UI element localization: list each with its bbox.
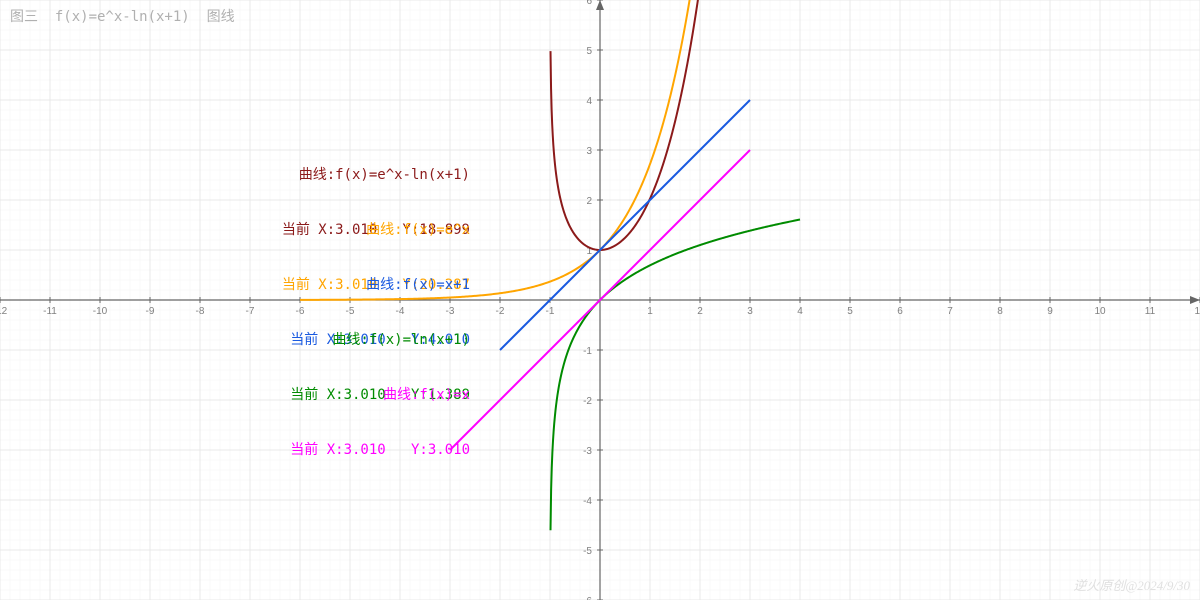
svg-text:-8: -8 — [196, 306, 205, 317]
svg-text:-7: -7 — [246, 306, 255, 317]
svg-text:-4: -4 — [583, 496, 592, 507]
svg-text:8: 8 — [997, 306, 1003, 317]
svg-text:11: 11 — [1145, 306, 1156, 317]
svg-text:12: 12 — [1194, 306, 1200, 317]
plot-svg: -12-11-10-9-8-7-6-5-4-3-2-11234567891011… — [0, 0, 1200, 600]
svg-text:3: 3 — [747, 306, 753, 317]
legend-magenta-line1: 曲线:f(x)=x — [290, 386, 470, 404]
legend-magenta: 曲线:f(x)=x 当前 X:3.010 Y:3.010 — [290, 350, 470, 496]
svg-text:10: 10 — [1094, 306, 1106, 317]
svg-text:9: 9 — [1047, 306, 1053, 317]
svg-text:6: 6 — [897, 306, 903, 317]
watermark: 逆火原创@2024/9/30 — [1073, 575, 1190, 594]
legend-green-line1: 曲线:f(x)=ln(x+1) — [290, 331, 470, 349]
svg-text:7: 7 — [947, 306, 953, 317]
svg-text:-12: -12 — [0, 306, 8, 317]
svg-text:-6: -6 — [583, 596, 592, 600]
svg-text:-1: -1 — [546, 306, 555, 317]
svg-text:-9: -9 — [146, 306, 155, 317]
legend-blue-line1: 曲线:f(x)=x+1 — [290, 276, 470, 294]
svg-text:6: 6 — [586, 0, 592, 7]
chart-container: -12-11-10-9-8-7-6-5-4-3-2-11234567891011… — [0, 0, 1200, 600]
legend-orange-line1: 曲线:f(x)=e^x — [282, 221, 470, 239]
svg-text:2: 2 — [586, 196, 592, 207]
svg-text:5: 5 — [586, 46, 592, 57]
svg-text:2: 2 — [697, 306, 703, 317]
svg-text:-5: -5 — [583, 546, 592, 557]
svg-text:1: 1 — [647, 306, 653, 317]
svg-text:4: 4 — [586, 96, 592, 107]
svg-text:-3: -3 — [583, 446, 592, 457]
svg-text:3: 3 — [586, 146, 592, 157]
svg-text:5: 5 — [847, 306, 853, 317]
svg-text:-2: -2 — [496, 306, 505, 317]
svg-text:-2: -2 — [583, 396, 592, 407]
svg-text:-1: -1 — [583, 346, 592, 357]
svg-text:-11: -11 — [43, 306, 57, 317]
svg-text:-10: -10 — [93, 306, 108, 317]
svg-text:4: 4 — [797, 306, 803, 317]
legend-magenta-line2: 当前 X:3.010 Y:3.010 — [290, 441, 470, 459]
legend-maroon-line1: 曲线:f(x)=e^x-ln(x+1) — [282, 166, 470, 184]
chart-title: 图三 f(x)=e^x-ln(x+1) 图线 — [10, 6, 235, 26]
